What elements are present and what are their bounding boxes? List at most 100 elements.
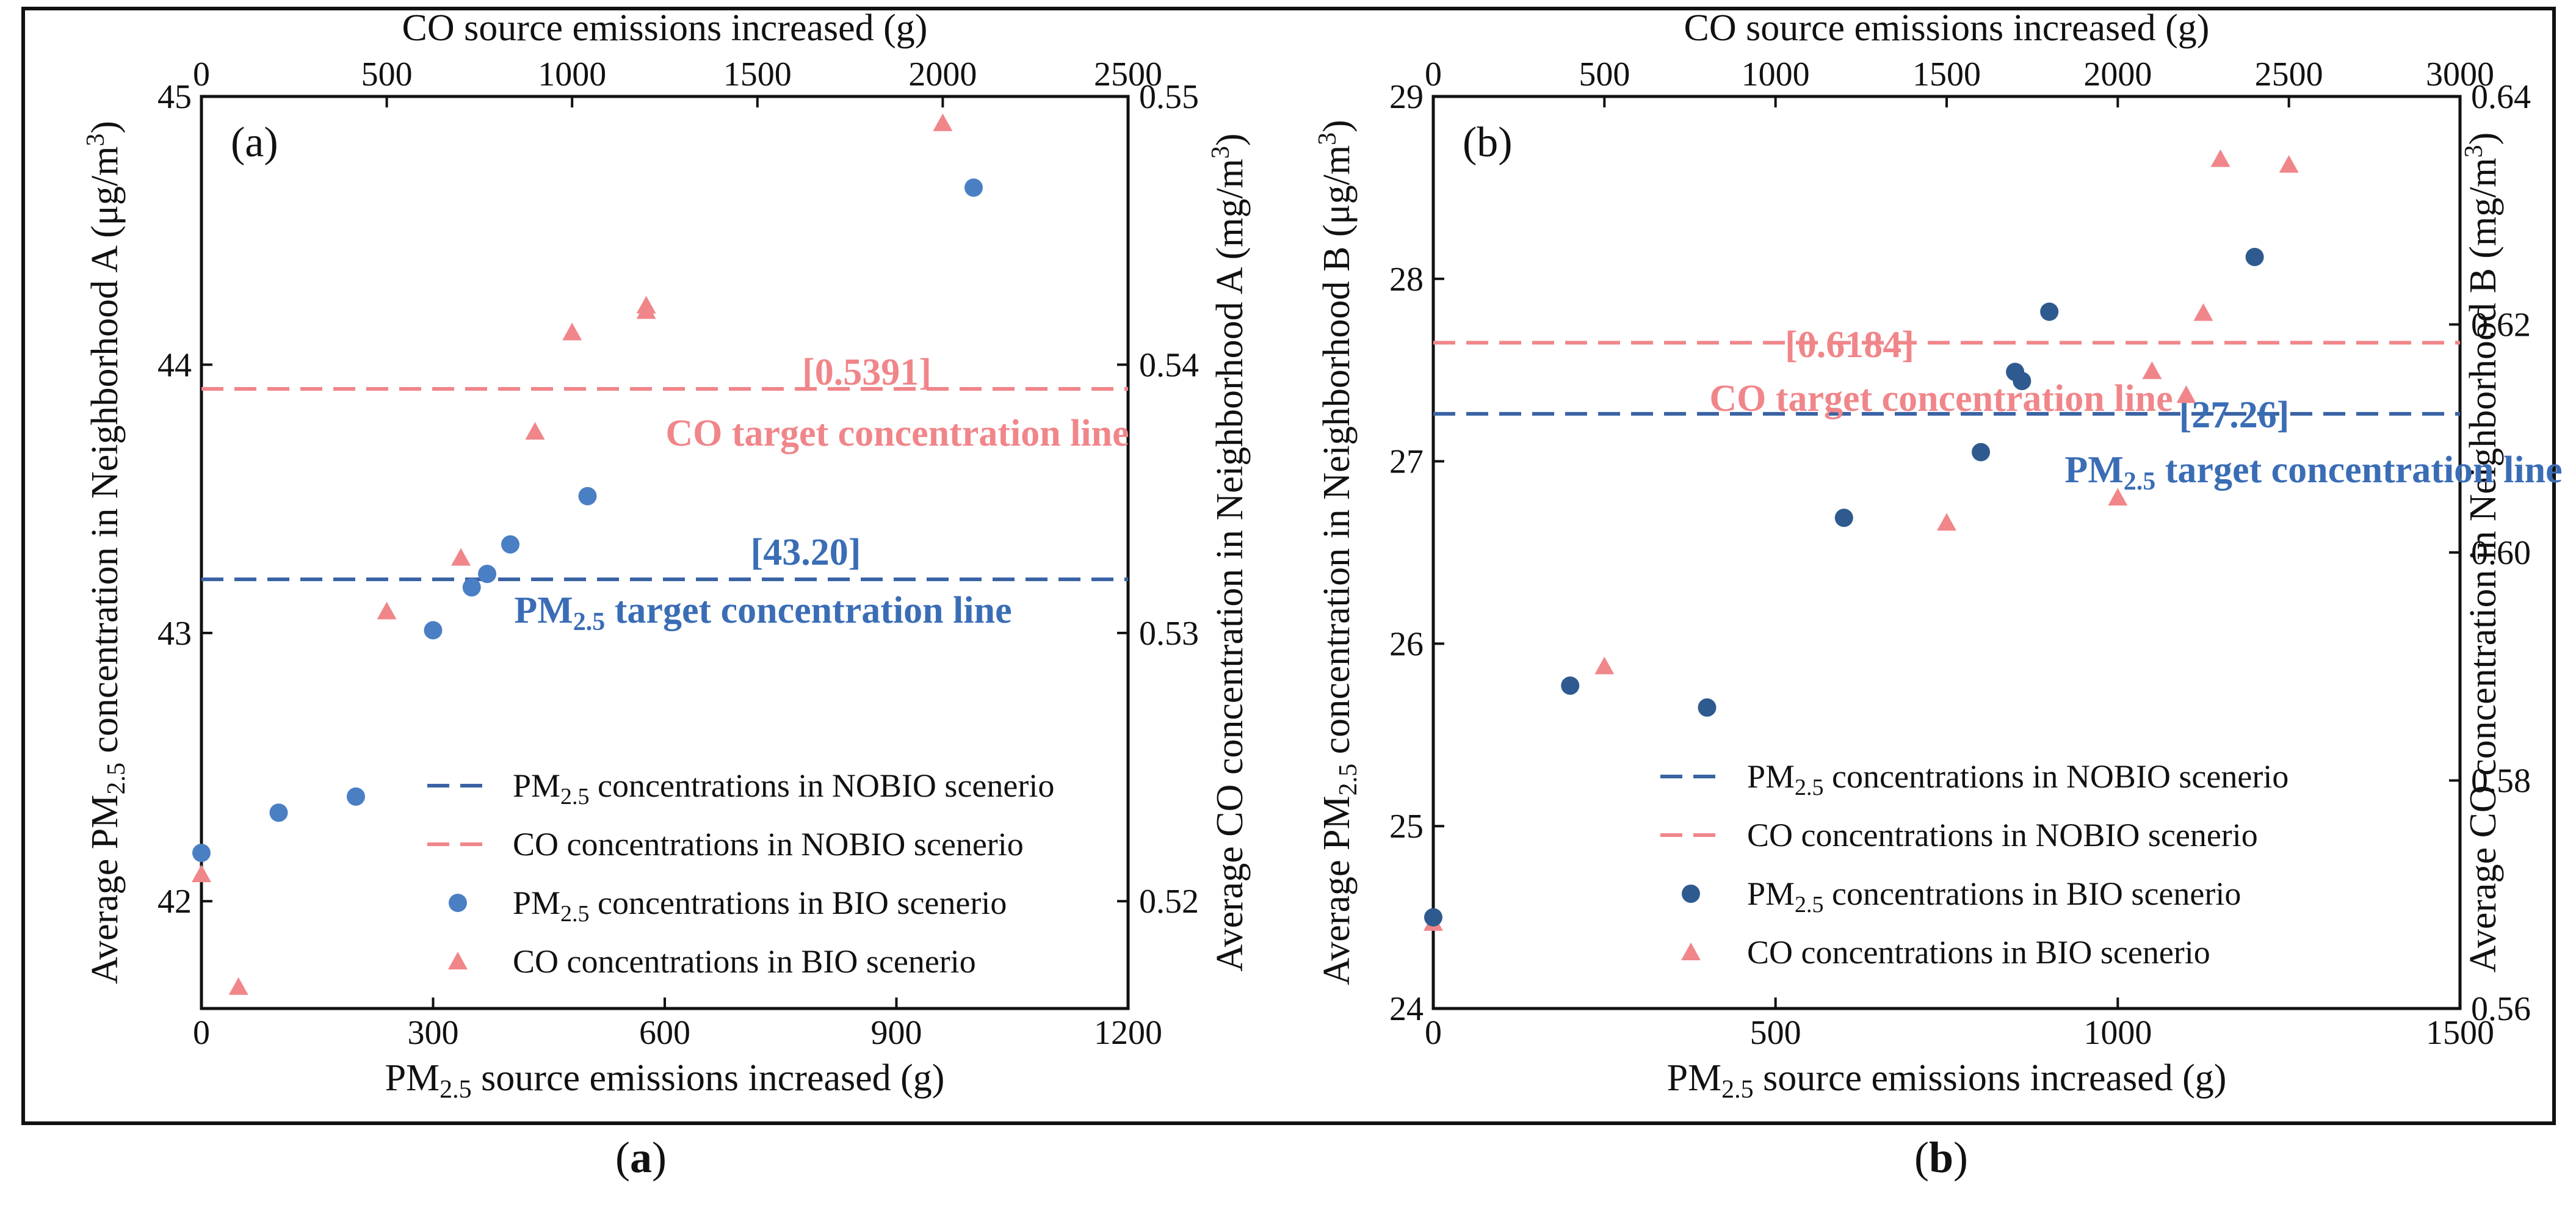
legend-entry-sub: 2.5 xyxy=(560,901,590,927)
x-top-tick-label: 1000 xyxy=(538,56,606,93)
legend-entry-rest: concentrations in BIO scenerio xyxy=(1824,875,2241,912)
co-bio-point xyxy=(525,422,545,440)
pm-target-label-main: PM xyxy=(514,590,573,631)
y-right-axis-title-main: Average CO concentration in Neighborhood… xyxy=(2462,158,2504,972)
co-bio-point xyxy=(1937,513,1956,531)
x-top-tick-label: 500 xyxy=(361,56,413,93)
x-tick-label: 900 xyxy=(871,1014,922,1052)
co-bio-point xyxy=(2279,155,2299,173)
co-bio-point xyxy=(377,601,397,620)
x-tick-label: 1500 xyxy=(2426,1014,2494,1052)
legend-entry-label: CO concentrations in BIO scenerio xyxy=(1747,934,2210,971)
x-axis-title-main: PM xyxy=(385,1057,440,1099)
pm-bio-point xyxy=(2245,247,2264,266)
y-left-axis-title-end: ) xyxy=(1316,120,1358,132)
y-right-axis-title-sup: 3 xyxy=(2460,145,2488,158)
x-tick-label: 0 xyxy=(193,1014,210,1052)
x-top-tick-label: 2500 xyxy=(2255,56,2323,93)
legend-swatch-co-bio xyxy=(448,952,468,969)
x-top-tick-label: 3000 xyxy=(2426,56,2494,93)
legend-entry-sub: 2.5 xyxy=(1795,892,1824,918)
pm-bio-point xyxy=(1424,908,1442,927)
panel-a: 0 300 600 900 1200 0 500 1000 1500 2000 2500 42 43 44… xyxy=(82,7,1251,1104)
pm-target-label: PM2.5 target concentration line xyxy=(514,590,1011,636)
legend: PM2.5 concentrations in NOBIO scenerioCO… xyxy=(427,767,1054,980)
legend-entry-main: PM xyxy=(513,767,560,804)
co-target-value: [0.5391] xyxy=(802,352,932,393)
legend-entry-rest: concentrations in NOBIO scenerio xyxy=(590,767,1055,804)
y-left-tick-label: 44 xyxy=(157,346,192,384)
figure-frame xyxy=(21,7,2556,1125)
x-tick-label: 500 xyxy=(1750,1014,1801,1052)
y-right-tick-label: 0.53 xyxy=(1139,615,1199,653)
pm-bio-point xyxy=(2013,372,2031,391)
y-right-axis-title-main: Average CO concentration in Neighborhood… xyxy=(1209,159,1251,972)
legend-entry-main: PM xyxy=(1747,875,1795,912)
pm-bio-point xyxy=(462,578,481,597)
plot-area-frame xyxy=(200,95,1130,1010)
panel-label: (a) xyxy=(231,119,278,166)
co-bio-point xyxy=(2142,361,2162,379)
y-left-axis-title-main: Average PM xyxy=(1316,795,1358,985)
y-left-axis-title: Average PM2.5 concentration in Neighborh… xyxy=(82,121,131,984)
pm-bio-point xyxy=(1561,676,1580,695)
y-right-tick-label: 0.52 xyxy=(1139,883,1199,921)
y-left-tick-label: 27 xyxy=(1389,443,1424,481)
co-bio-point xyxy=(228,977,248,995)
legend-swatch-pm-bio xyxy=(449,894,467,912)
y-right-axis-title-end: ) xyxy=(1209,133,1251,146)
pm-bio-point xyxy=(501,535,519,554)
y-right-axis-title: Average CO concentration in Neighborhood… xyxy=(2460,132,2504,973)
pm-target-value: [27.26] xyxy=(2179,394,2290,436)
legend-swatch-co-bio xyxy=(1681,943,1701,960)
x-tick-label: 0 xyxy=(1425,1014,1442,1052)
y-left-axis-title-main: Average PM xyxy=(84,795,126,984)
legend-entry-sub: 2.5 xyxy=(560,784,590,809)
y-left-axis-title: Average PM2.5 concentration in Neighborh… xyxy=(1314,120,1362,985)
pm-bio-point xyxy=(347,787,365,806)
co-target-label: CO target concentration line xyxy=(665,413,1129,454)
y-right-tick-label: 0.55 xyxy=(1139,78,1199,116)
legend-entry-rest: concentrations in NOBIO scenerio xyxy=(1824,758,2289,795)
legend-entry-main: PM xyxy=(1747,758,1795,795)
x-axis-title-main: PM xyxy=(1667,1057,1722,1099)
x-top-tick-label: 1500 xyxy=(1912,56,1981,93)
pm-bio-point xyxy=(1698,698,1717,717)
plot-area-frame xyxy=(1431,95,2462,1010)
pm-bio-point xyxy=(964,178,983,197)
x-axis-title: PM2.5 source emissions increased (g) xyxy=(1667,1057,2227,1104)
x-top-tick-label: 1000 xyxy=(1742,56,1810,93)
x-top-tick-label: 2000 xyxy=(908,56,977,93)
legend: PM2.5 concentrations in NOBIO scenerioCO… xyxy=(1660,758,2288,971)
co-bio-point xyxy=(451,548,471,566)
x-top-tick-label: 2500 xyxy=(1094,56,1162,93)
y-left-tick-label: 25 xyxy=(1389,808,1424,845)
x-tick-label: 300 xyxy=(408,1014,459,1052)
caption-b-letter: b xyxy=(1929,1133,1953,1182)
y-left-axis-title-sup: 3 xyxy=(1314,132,1342,145)
caption-a-letter: a xyxy=(630,1133,652,1182)
caption-a: (a) xyxy=(615,1133,667,1182)
x-axis-title-sub: 2.5 xyxy=(1721,1076,1754,1104)
legend-swatch-pm-bio xyxy=(1682,885,1700,903)
legend-entry-label: CO concentrations in NOBIO scenerio xyxy=(1747,817,2258,853)
pm-bio-point xyxy=(2040,302,2059,321)
legend-entry-label: CO concentrations in BIO scenerio xyxy=(513,943,976,980)
x-top-axis-title: CO source emissions increased (g) xyxy=(1684,7,2210,49)
y-right-axis-title-sup: 3 xyxy=(1207,146,1235,159)
pm-bio-point xyxy=(1834,509,1853,527)
co-bio-point xyxy=(2193,303,2213,321)
pm-bio-point xyxy=(478,565,497,584)
x-axis-title-rest: source emissions increased (g) xyxy=(472,1057,945,1099)
x-top-tick-label: 2000 xyxy=(2083,56,2152,93)
x-tick-label: 600 xyxy=(639,1014,690,1052)
x-axis-title-sub: 2.5 xyxy=(440,1076,472,1104)
legend-entry-label: CO concentrations in NOBIO scenerio xyxy=(513,826,1024,863)
x-top-axis-title: CO source emissions increased (g) xyxy=(402,7,928,49)
legend-entry-label: PM2.5 concentrations in NOBIO scenerio xyxy=(1747,758,2288,800)
y-right-tick-label: 0.64 xyxy=(2471,78,2531,116)
co-bio-point xyxy=(192,864,211,883)
pm-target-label-rest: target concentration line xyxy=(605,590,1011,631)
x-tick-label: 1200 xyxy=(1094,1014,1162,1052)
